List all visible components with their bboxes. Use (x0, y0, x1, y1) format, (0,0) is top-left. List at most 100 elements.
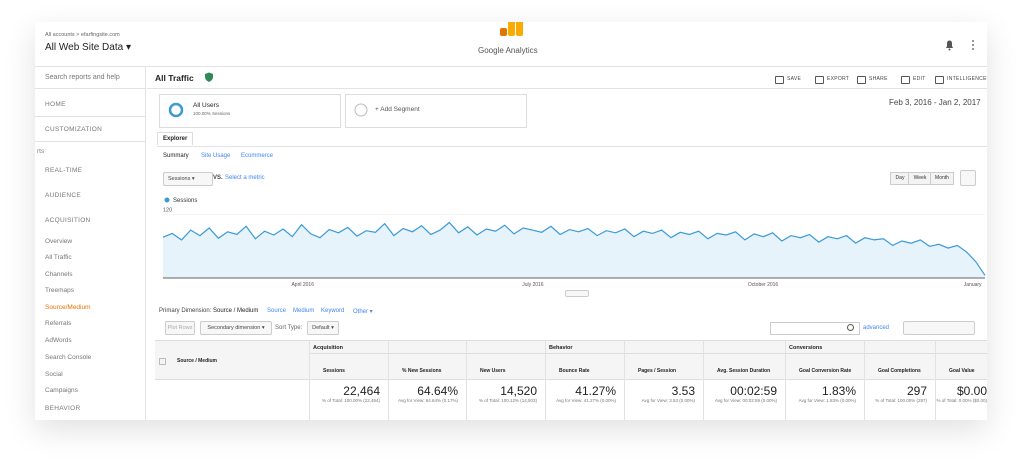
tab[interactable]: Explorer (157, 132, 194, 145)
date-range[interactable]: Feb 3, 2016 - Jan 2, 2017 (889, 98, 981, 107)
dimension-link[interactable]: Keyword (321, 308, 345, 314)
column-divider (545, 340, 546, 420)
nav-item[interactable]: Channels (45, 271, 73, 278)
column-divider (703, 340, 704, 420)
nav-item[interactable]: Source/Medium (45, 304, 91, 311)
dimension-link[interactable]: Other ▾ (353, 309, 373, 315)
x-axis-label: April 2016 (291, 282, 314, 288)
total-value: $0.00 (956, 384, 987, 398)
column-divider (466, 340, 467, 420)
column-header[interactable]: Bounce Rate (559, 368, 590, 374)
checkbox[interactable] (159, 358, 166, 365)
column-divider (864, 340, 865, 420)
total-detail: Avg for View: 1.83% (0.00%) (798, 398, 856, 403)
toolbar-icon[interactable] (775, 76, 784, 84)
nav-item[interactable]: AUDIENCE (45, 192, 81, 199)
total-value: 14,520 (500, 384, 537, 398)
nav-item[interactable]: Campaigns (45, 387, 78, 394)
add-segment[interactable]: + Add Segment (375, 106, 420, 113)
period-button[interactable]: Month (930, 172, 954, 185)
nav-item[interactable]: Referrals (45, 320, 72, 327)
subtab[interactable]: Site Usage (201, 153, 231, 159)
nav-item[interactable]: AdWords (45, 337, 72, 344)
nav-item[interactable]: rts (37, 148, 45, 155)
toolbar-button[interactable]: EXPORT (827, 76, 850, 82)
nav-item[interactable]: CUSTOMIZATION (45, 126, 103, 133)
toolbar-icon[interactable] (857, 76, 866, 84)
header-icons[interactable] (943, 38, 979, 52)
nav-item[interactable]: ACQUISITION (45, 217, 91, 224)
product-name: Google Analytics (478, 46, 538, 55)
column-header[interactable]: Avg. Session Duration (717, 368, 771, 374)
nav-item[interactable]: Treemaps (45, 287, 75, 294)
column-header[interactable]: Goal Conversion Rate (799, 368, 852, 374)
column-header[interactable]: Source / Medium (177, 358, 218, 364)
toolbar-button[interactable]: INTELLIGENCE (947, 76, 987, 82)
view-toggles[interactable] (903, 321, 975, 335)
segment-detail: 100.00% Sessions (193, 111, 231, 116)
segment-card[interactable] (159, 94, 341, 128)
total-detail: Avg for View: 64.64% (0.17%) (398, 398, 458, 403)
column-group: Acquisition (313, 345, 343, 351)
nav-item[interactable]: Overview (45, 238, 73, 245)
toolbar-icon[interactable] (901, 76, 910, 84)
total-detail: % of Total: 0.00% ($0.00) (936, 398, 987, 403)
total-detail: % of Total: 100.00% (297) (875, 398, 927, 403)
dimension-link[interactable]: Source / Medium (213, 308, 259, 314)
breadcrumb[interactable]: All accounts > efarfingsite.com (45, 32, 120, 38)
divider (35, 116, 145, 117)
search-icon[interactable] (847, 324, 854, 331)
toolbar-button[interactable]: SHARE (869, 76, 888, 82)
toolbar-icon[interactable] (815, 76, 824, 84)
divider (35, 141, 145, 142)
table-control[interactable]: Secondary dimension ▾ (200, 321, 272, 335)
chart-resize[interactable] (565, 290, 589, 297)
subtab[interactable]: Ecommerce (241, 153, 274, 159)
chart-type[interactable] (960, 170, 976, 186)
nav-item[interactable]: HOME (45, 101, 66, 108)
total-detail: % of Total: 100.12% (14,503) (479, 398, 537, 403)
table-control[interactable]: advanced (863, 325, 890, 331)
table-control[interactable]: Plot Rows (165, 321, 195, 335)
table-control[interactable]: Sort Type: (275, 325, 303, 331)
search-box[interactable]: Search reports and help (45, 74, 120, 81)
subtab[interactable]: Summary (163, 153, 189, 159)
period-button[interactable]: Week (908, 172, 932, 185)
sidebar (35, 66, 146, 420)
total-value: 3.53 (671, 384, 695, 398)
nav-item[interactable]: Search Console (45, 354, 92, 361)
property-selector[interactable]: All Web Site Data ▾ (45, 42, 131, 53)
metric-select[interactable]: Sessions ▾ (163, 172, 213, 186)
total-detail: Avg for View: 41.27% (0.00%) (556, 398, 616, 403)
column-header[interactable]: % New Sessions (402, 368, 442, 374)
column-header[interactable]: New Users (480, 368, 506, 374)
column-header[interactable]: Goal Completions (878, 368, 921, 374)
add-segment-icon (354, 103, 368, 117)
column-header[interactable]: Sessions (323, 368, 345, 374)
nav-item[interactable]: Social (45, 371, 63, 378)
group-line (309, 353, 987, 354)
nav-item[interactable]: REAL-TIME (45, 167, 83, 174)
column-header[interactable]: Goal Value (949, 368, 975, 374)
select-metric[interactable]: Select a metric (225, 175, 265, 181)
dimension-link[interactable]: Medium (293, 308, 315, 314)
x-axis-label: July 2016 (522, 282, 544, 288)
toolbar-icon[interactable] (935, 76, 944, 84)
add-segment-card[interactable] (345, 94, 527, 128)
nav-item[interactable]: All Traffic (45, 254, 72, 261)
table-control[interactable]: Default ▾ (307, 321, 339, 335)
period-button[interactable]: Day (890, 172, 910, 185)
nav-item[interactable]: BEHAVIOR (45, 405, 81, 412)
column-header[interactable]: Pages / Session (638, 368, 677, 374)
toolbar-button[interactable]: SAVE (787, 76, 802, 82)
dimension-link[interactable]: Source (267, 308, 287, 314)
column-group: Behavior (549, 345, 573, 351)
vs: VS. (213, 175, 223, 181)
table-search[interactable] (770, 322, 860, 335)
column-group: Conversions (789, 345, 823, 351)
y-tick-label: 120 (163, 208, 172, 214)
total-value: 00:02:59 (730, 384, 777, 398)
toolbar-button[interactable]: EDIT (913, 76, 926, 82)
